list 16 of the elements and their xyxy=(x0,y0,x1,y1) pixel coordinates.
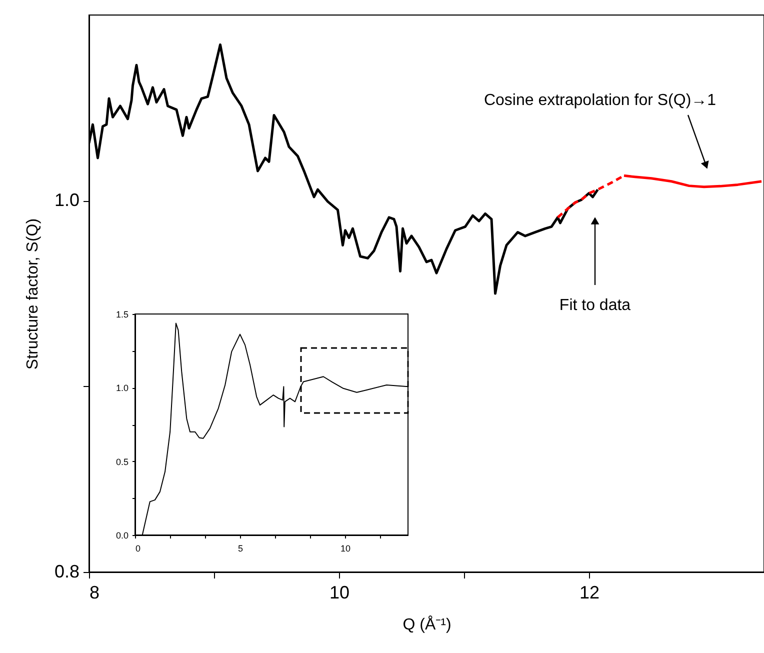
y-tick-label: 1.5 xyxy=(116,310,128,320)
y-tick-label: 0.8 xyxy=(54,562,80,582)
x-tick-label: 10 xyxy=(340,544,351,554)
y-tick-label: 0.0 xyxy=(116,530,128,540)
annotation: Cosine extrapolation for S(Q)→1 xyxy=(484,92,716,109)
x-tick-label: 5 xyxy=(238,544,244,554)
annotation: Fit to data xyxy=(559,297,631,314)
x-tick-label: 12 xyxy=(579,582,600,602)
x-axis-title: Q (Å⁻¹) xyxy=(402,616,452,634)
y-tick-label: 1.0 xyxy=(54,190,80,210)
y-tick-label: 0.5 xyxy=(116,456,128,467)
x-tick-label: 8 xyxy=(90,582,100,602)
x-tick-label: 0 xyxy=(136,544,141,554)
y-axis-title: Structure factor, S(Q) xyxy=(24,218,42,370)
x-tick-label: 10 xyxy=(329,582,350,602)
y-tick-label: 1.0 xyxy=(116,383,128,394)
